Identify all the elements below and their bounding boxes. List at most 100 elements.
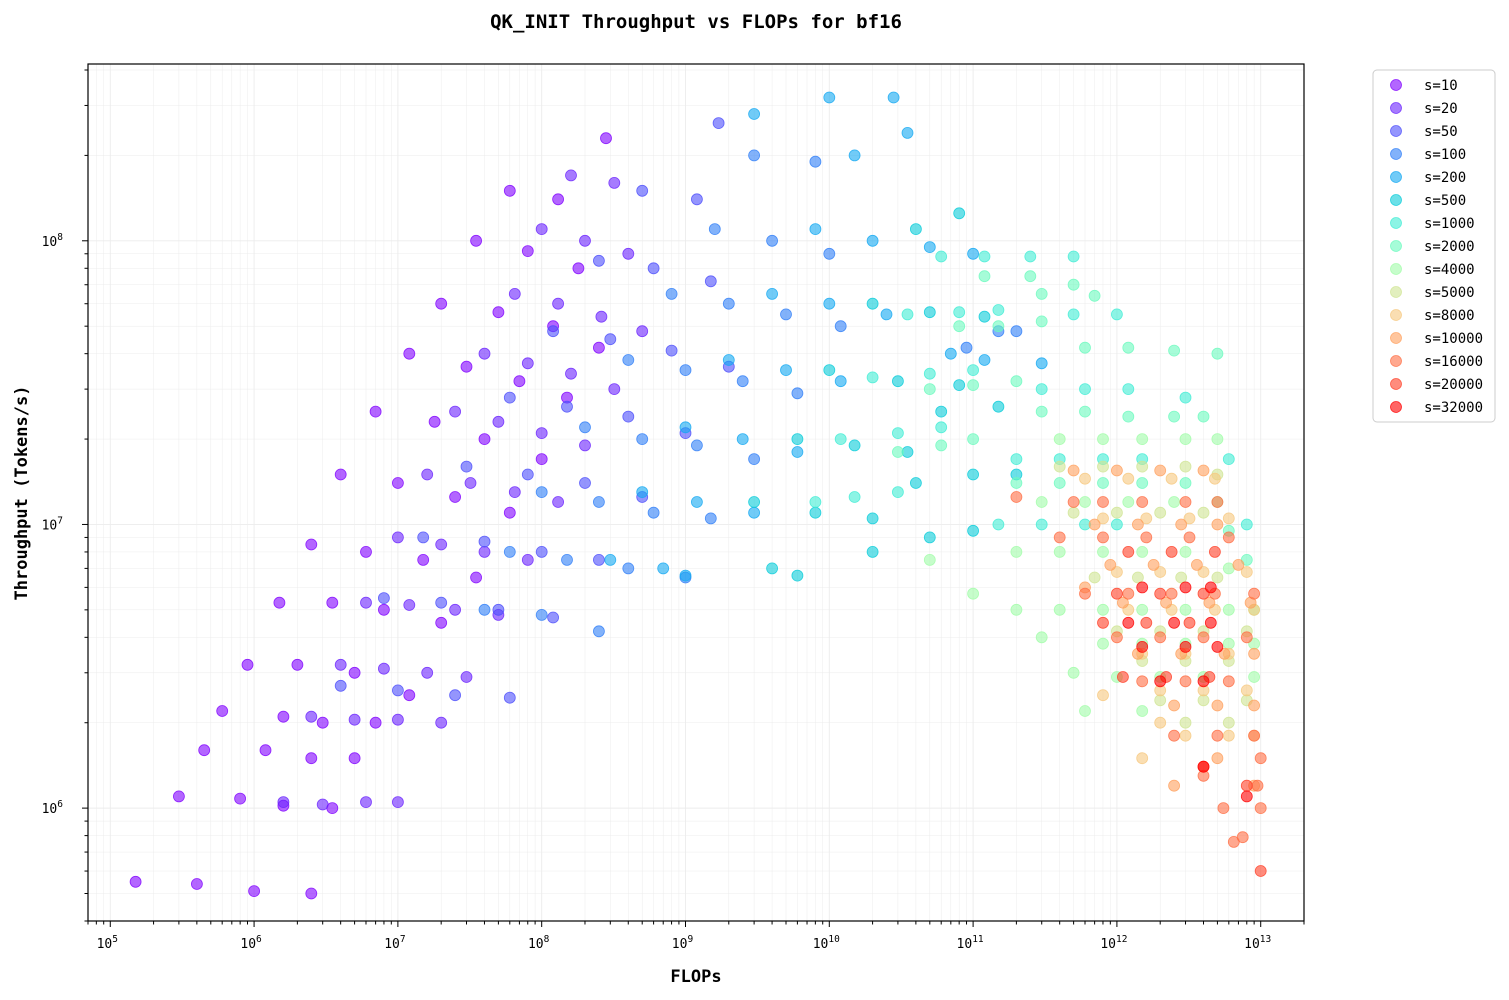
data-point	[809, 223, 822, 236]
data-point	[1154, 587, 1167, 600]
series-s-16000	[1010, 491, 1267, 848]
data-point	[216, 705, 229, 717]
data-points	[129, 91, 1267, 900]
data-point	[691, 496, 703, 508]
data-point	[809, 155, 822, 168]
data-point	[348, 752, 361, 765]
legend-item: s=200	[1390, 170, 1466, 186]
data-point	[910, 223, 922, 236]
data-point	[1097, 637, 1109, 650]
data-point	[712, 117, 725, 129]
data-point	[593, 254, 605, 267]
data-point	[503, 546, 516, 558]
data-point	[1053, 546, 1066, 558]
legend-item: s=10	[1390, 78, 1458, 94]
data-point	[1248, 729, 1260, 742]
legend-marker	[1390, 286, 1402, 298]
data-point	[748, 496, 760, 508]
data-point	[172, 790, 185, 803]
data-point	[1154, 464, 1167, 477]
legend-box	[1372, 69, 1496, 423]
data-point	[1179, 477, 1192, 489]
data-point	[326, 596, 339, 609]
data-point	[535, 486, 548, 499]
data-point	[1079, 496, 1091, 508]
data-point	[1097, 531, 1109, 544]
data-point	[647, 262, 660, 275]
data-point	[1053, 433, 1066, 446]
legend-item: s=500	[1390, 193, 1466, 209]
data-point	[198, 744, 211, 757]
legend-label: s=4000	[1424, 262, 1475, 278]
data-point	[1136, 675, 1149, 688]
data-point	[1067, 464, 1080, 477]
data-point	[736, 433, 749, 446]
data-point	[521, 468, 534, 481]
data-point	[866, 234, 879, 247]
data-point	[1222, 603, 1235, 616]
data-point	[1204, 616, 1217, 629]
data-point	[866, 297, 879, 310]
data-point	[823, 297, 836, 310]
data-point	[1067, 250, 1080, 263]
data-point	[834, 320, 847, 333]
data-point	[273, 596, 286, 609]
y-axis-label: Throughput (Tokens/s)	[12, 386, 32, 601]
data-point	[866, 371, 879, 384]
data-point	[1111, 631, 1123, 644]
data-point	[565, 169, 577, 182]
data-point	[1179, 546, 1192, 558]
data-point	[492, 603, 505, 616]
data-point	[1165, 546, 1178, 558]
data-point	[241, 658, 254, 671]
legend-label: s=50	[1424, 124, 1458, 140]
x-tick-label: 1011	[957, 934, 984, 952]
series-s-1000	[809, 250, 1253, 531]
data-point	[1010, 491, 1023, 503]
legend-label: s=32000	[1424, 400, 1483, 416]
legend-marker	[1390, 332, 1402, 344]
data-point	[305, 887, 318, 900]
data-point	[1122, 341, 1135, 354]
legend-marker	[1390, 171, 1402, 183]
data-point	[748, 453, 760, 466]
legend-label: s=100	[1424, 147, 1466, 163]
data-point	[1010, 603, 1023, 616]
data-point	[992, 320, 1005, 333]
data-point	[704, 512, 717, 525]
data-point	[780, 308, 792, 321]
data-point	[791, 433, 804, 446]
data-point	[460, 671, 473, 683]
data-point	[748, 149, 760, 162]
legend-marker	[1390, 79, 1402, 91]
data-point	[1136, 581, 1149, 594]
data-point	[1217, 802, 1230, 814]
data-point	[1179, 460, 1192, 473]
data-point	[1211, 571, 1224, 584]
data-point	[1024, 270, 1037, 283]
data-point	[1140, 616, 1153, 629]
legend-marker	[1390, 148, 1402, 160]
data-point	[552, 193, 564, 206]
legend-item: s=32000	[1390, 400, 1483, 416]
data-point	[679, 364, 692, 377]
data-point	[391, 477, 404, 489]
data-point	[892, 446, 904, 458]
data-point	[360, 796, 372, 808]
data-point	[1035, 518, 1048, 531]
data-point	[535, 546, 548, 558]
data-point	[766, 234, 778, 247]
data-point	[1136, 496, 1149, 508]
data-point	[1211, 641, 1224, 653]
data-point	[535, 609, 548, 621]
x-tick-label: 106	[240, 934, 262, 952]
data-point	[1179, 603, 1192, 616]
data-point	[360, 546, 372, 558]
data-point	[1154, 675, 1167, 688]
data-point	[1175, 571, 1188, 584]
data-point	[1168, 410, 1180, 423]
data-point	[593, 554, 605, 566]
data-point	[1165, 587, 1178, 600]
data-point	[1147, 559, 1160, 571]
series-s-500	[748, 207, 1023, 582]
